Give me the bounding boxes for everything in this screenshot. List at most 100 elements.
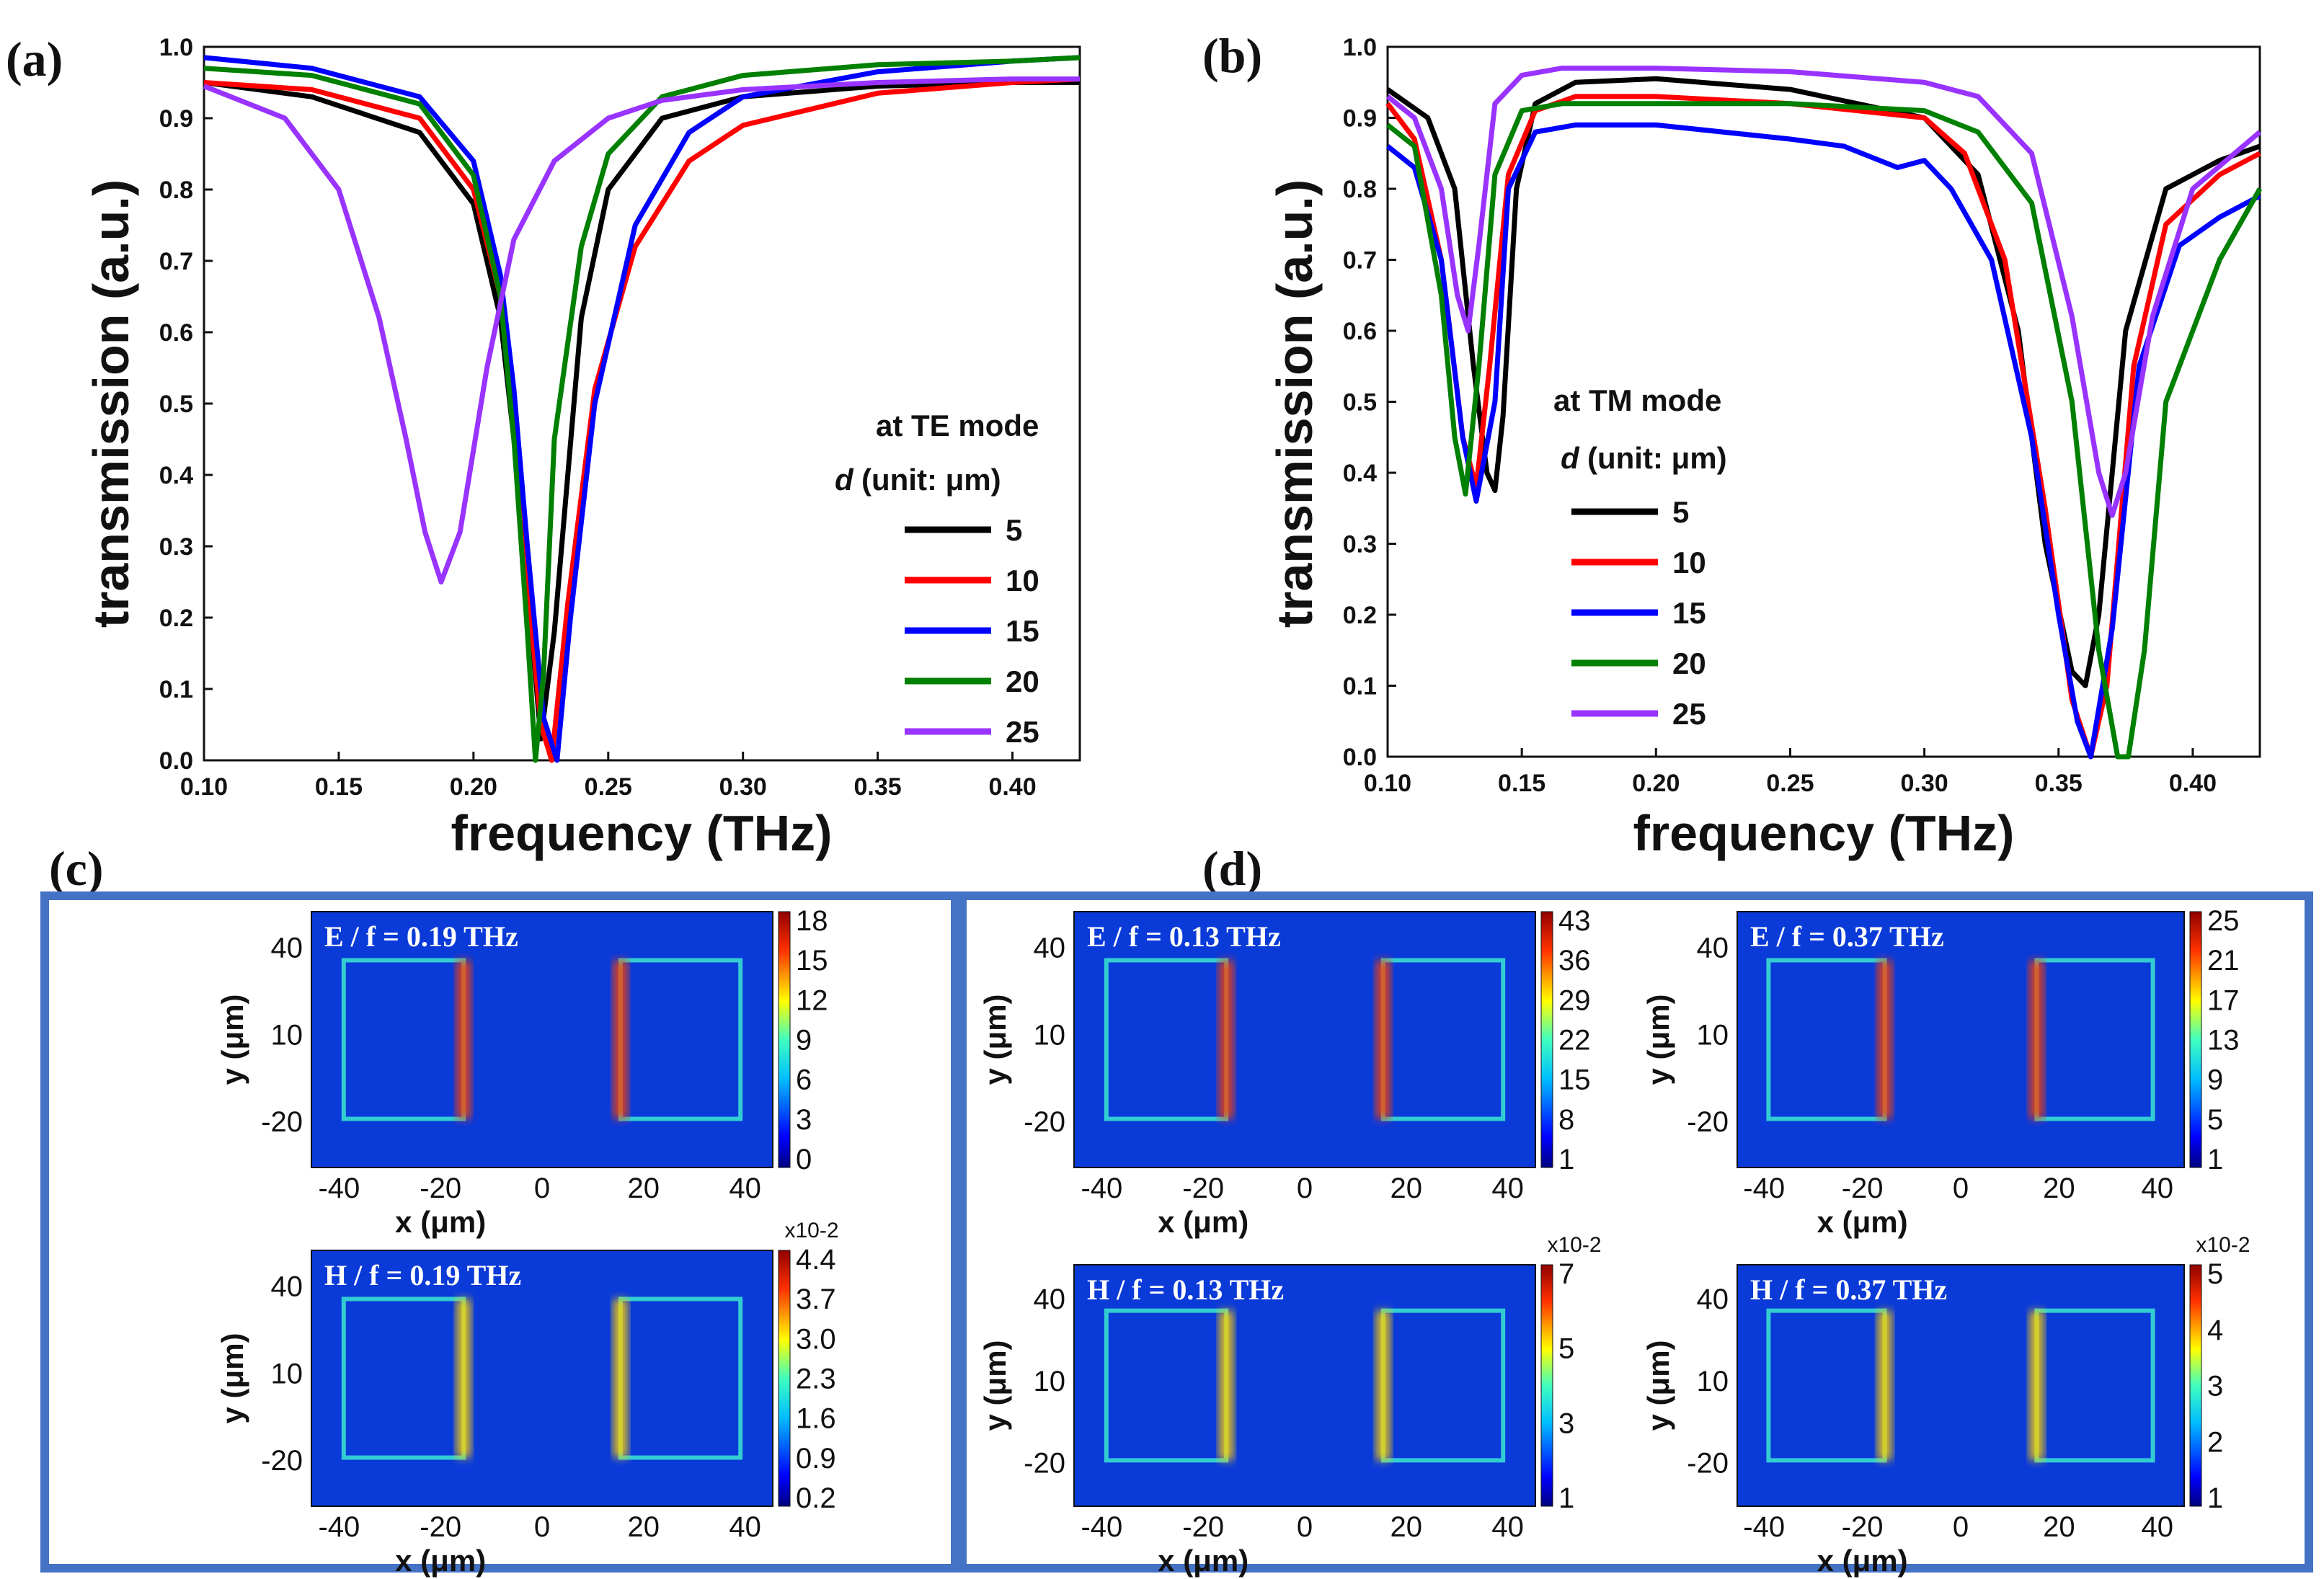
field-map-ytick: -20 — [1687, 1448, 1729, 1480]
chart-b-xlabel: frequency (THz) — [1633, 805, 2015, 861]
chartB-legend-label-20: 20 — [1672, 646, 1706, 680]
field-map-background — [1737, 912, 2184, 1167]
field-hotspot — [613, 960, 628, 1119]
chartA-xtick-label: 0.40 — [988, 773, 1036, 801]
field-hotspot — [1375, 960, 1391, 1119]
field-map-xtick: 40 — [2142, 1511, 2174, 1543]
colorbar-tick: 1 — [2207, 1482, 2223, 1514]
chartA-legend-label-20: 20 — [1006, 664, 1039, 698]
colorbar — [778, 1250, 791, 1507]
field-map-xtick: 20 — [1391, 1511, 1423, 1543]
field-map-xtick: 40 — [1491, 1511, 1524, 1543]
chartA-series-line-25 — [203, 76, 1080, 584]
chartA-ytick-label: 0.4 — [159, 462, 193, 489]
colorbar-tick: 1 — [1558, 1144, 1574, 1175]
chartA-ytick-label: 0.9 — [159, 105, 193, 133]
field-map-xtick: 20 — [628, 1173, 660, 1204]
chartB-ytick-label: 0.3 — [1343, 531, 1377, 559]
field-map-ytick: 40 — [1034, 1284, 1066, 1315]
field-map-xlabel: x (μm) — [1158, 1205, 1249, 1239]
chartB-legend-label-25: 25 — [1672, 697, 1706, 731]
chartB-ytick-label: 0.8 — [1343, 176, 1377, 203]
colorbar-tick: 4 — [2207, 1315, 2223, 1346]
field-map-background — [1737, 1265, 2184, 1506]
chartB-ytick-label: 0.6 — [1343, 318, 1377, 345]
colorbar-tick: 17 — [2207, 984, 2240, 1016]
colorbar-tick: 9 — [796, 1025, 812, 1057]
colorbar-tick: 13 — [2207, 1025, 2240, 1057]
colorbar-tick: 15 — [796, 945, 828, 977]
colorbar — [1540, 1264, 1553, 1507]
field-map-title: H / f = 0.37 THz — [1750, 1273, 1947, 1306]
chartB-legend-label-5: 5 — [1672, 495, 1689, 529]
chart-b-series — [1385, 66, 2263, 760]
chartA-legend-label-15: 15 — [1006, 614, 1039, 648]
field-map-xtick: 40 — [729, 1511, 761, 1543]
field-map-xtick: 40 — [729, 1173, 761, 1204]
field-map-xtick: -20 — [420, 1173, 461, 1204]
field-map-background — [1074, 1265, 1535, 1506]
field-map-ylabel: y (μm) — [1641, 1340, 1675, 1431]
field-map-xtick: 20 — [1391, 1173, 1423, 1204]
field-map-xtick: -20 — [1182, 1173, 1224, 1204]
field-map-border — [1737, 1264, 2185, 1507]
chart-a-legend-var: d — [835, 463, 854, 497]
colorbar-tick: 3.7 — [796, 1284, 836, 1315]
chart-a-legend-unit: (unit: μm) — [861, 463, 1001, 497]
colorbar-tick: 0 — [796, 1144, 812, 1175]
chartA-series-line-20 — [203, 55, 1081, 763]
field-map-background — [1074, 912, 1535, 1167]
field-map-title: E / f = 0.19 THz — [324, 920, 518, 953]
chartA-legend-label-10: 10 — [1006, 564, 1039, 597]
chartA-ytick-label: 0.6 — [159, 319, 193, 347]
colorbar-tick: 29 — [1558, 984, 1591, 1016]
panel-d-frame — [958, 891, 2313, 1573]
field-map-ylabel: y (μm) — [978, 1340, 1012, 1431]
chartB-ytick-label: 0.4 — [1343, 460, 1377, 487]
chart-a-plot-area — [203, 45, 1081, 762]
chartB-legend-label-15: 15 — [1672, 596, 1706, 630]
chart-a-series — [203, 55, 1081, 763]
field-map-border — [311, 1250, 773, 1507]
chartB-xtick-label: 0.10 — [1364, 770, 1411, 797]
field-map-2: E / f = 0.13 THz 40 10 -20 -40 -20 0 20 40 x (μm)… — [978, 905, 1591, 1239]
field-map-ytick: 40 — [271, 1271, 303, 1303]
colorbar-tick: 8 — [1558, 1104, 1574, 1136]
chartB-series-line-15 — [1385, 122, 2261, 760]
colorbar-scale: x10-2 — [784, 1219, 838, 1242]
colorbar-tick: 4.4 — [796, 1244, 836, 1276]
chart-a-legend-title: at TE mode — [876, 409, 1039, 442]
colorbar-tick: 2.3 — [796, 1364, 836, 1395]
field-hotspot — [456, 1299, 471, 1458]
field-map-5: H / f = 0.37 THz 40 10 -20 -40 -20 0 20 40 x (μm)… — [1641, 1233, 2250, 1578]
colorbar-tick: 18 — [796, 905, 828, 937]
colorbar-tick: 5 — [2207, 1104, 2223, 1136]
colorbar-tick: 1.6 — [796, 1403, 836, 1435]
panel-label-d: (d) — [1202, 841, 1262, 896]
colorbar-tick: 9 — [2207, 1064, 2223, 1096]
field-map-border — [1073, 911, 1536, 1168]
colorbar-tick: 1 — [1558, 1482, 1574, 1514]
field-map-ytick: 10 — [1697, 1366, 1729, 1397]
field-map-xlabel: x (μm) — [395, 1205, 486, 1239]
colorbar-tick: 5 — [2207, 1258, 2223, 1290]
chartB-ytick-label: 0.1 — [1343, 673, 1377, 700]
colorbar-tick: 7 — [1558, 1258, 1574, 1290]
colorbar-tick: 2 — [2207, 1426, 2223, 1458]
chartB-ytick-label: 0.7 — [1343, 247, 1377, 275]
colorbar-tick: 0.9 — [796, 1443, 836, 1475]
colorbar-tick: 15 — [1558, 1064, 1591, 1096]
chartA-ytick-label: 0.1 — [159, 676, 193, 703]
field-map-ytick: 40 — [271, 933, 303, 964]
chart-a: 0.10 0.15 0.20 0.25 0.30 0.35 0.400.00.10.20.3… — [83, 34, 1081, 861]
chartB-xtick-label: 0.20 — [1632, 770, 1680, 797]
field-map-ytick: 10 — [1034, 1366, 1066, 1397]
chartA-xtick-label: 0.35 — [854, 773, 902, 801]
chart-a-ylabel: transmission (a.u.) — [83, 179, 139, 628]
chart-a-ticks: 0.10 0.15 0.20 0.25 0.30 0.35 0.400.00.10.20.3… — [159, 34, 1037, 801]
chartB-xtick-label: 0.30 — [1901, 770, 1948, 797]
field-map-title: H / f = 0.13 THz — [1087, 1273, 1284, 1306]
chartA-xtick-label: 0.10 — [180, 773, 228, 801]
field-hotspot — [2029, 1310, 2044, 1461]
chartB-ytick-label: 0.9 — [1343, 105, 1377, 133]
